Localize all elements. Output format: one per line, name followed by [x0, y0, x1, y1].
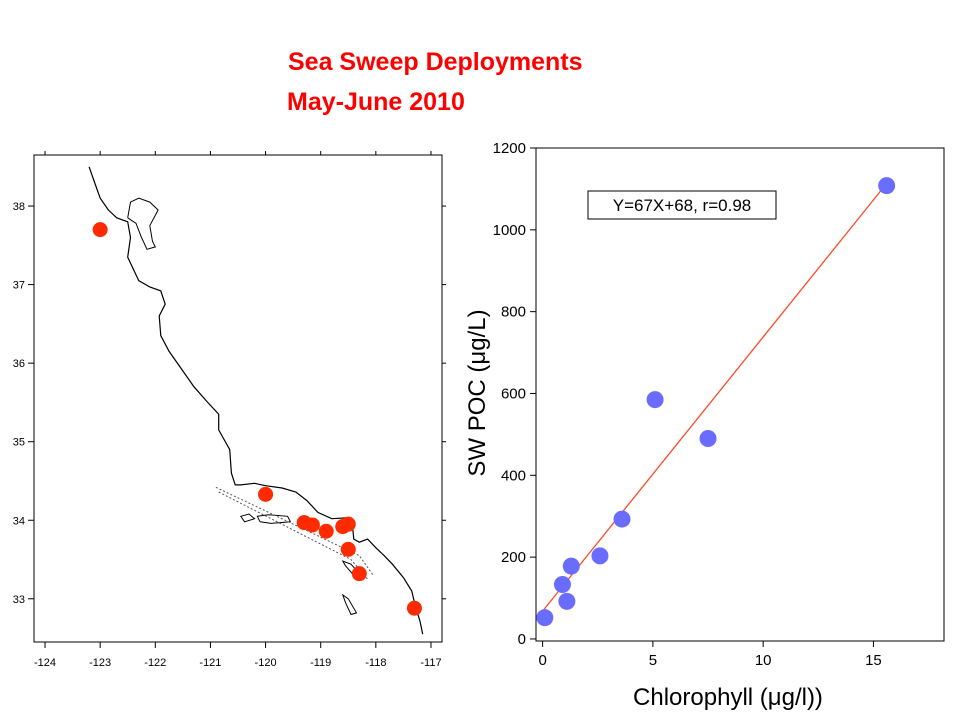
- scatter-x-tick-label: 15: [865, 652, 882, 669]
- map-x-tick-label: -121: [199, 657, 221, 669]
- scatter-y-axis-label: SW POC (μg/L): [464, 309, 491, 476]
- regression-line: [542, 183, 888, 612]
- scatter-x-tick-label: 0: [538, 652, 546, 669]
- map-y-tick-label: 35: [13, 437, 25, 449]
- scatter-point: [558, 592, 576, 610]
- deployment-point: [340, 516, 356, 532]
- chart-title-line2: May-June 2010: [287, 88, 465, 116]
- map-x-tick-label: -119: [310, 657, 331, 669]
- map-frame: [33, 154, 443, 643]
- sf-bay-outline: [127, 197, 159, 250]
- map-y-tick-label: 34: [13, 515, 25, 527]
- map-x-tick-label: -123: [89, 657, 111, 669]
- scatter-point: [553, 576, 571, 594]
- scatter-y-tick-label: 800: [501, 304, 526, 321]
- deployment-point: [258, 486, 274, 502]
- scatter-y-tick-label: 1000: [493, 222, 526, 239]
- scatter-y-tick-label: 400: [501, 467, 526, 484]
- scatter-frame: [535, 147, 945, 642]
- ship-track: [215, 486, 374, 576]
- scatter-point: [878, 177, 896, 195]
- scatter-x-tick-label: 5: [649, 652, 657, 669]
- scatter-point: [562, 557, 580, 575]
- scatter-y-tick-label: 200: [501, 549, 526, 566]
- map-x-tick-label: -124: [34, 657, 56, 669]
- deployment-point: [304, 517, 320, 533]
- scatter-y-tick-label: 1200: [493, 140, 526, 157]
- scatter-x-tick-label: 10: [755, 652, 772, 669]
- scatter-point: [646, 391, 664, 409]
- map-y-tick-label: 38: [13, 201, 25, 213]
- regression-annotation: Y=67X+68, r=0.98: [613, 196, 751, 215]
- map-x-tick-label: -122: [144, 657, 166, 669]
- regression-annotation-box: [587, 190, 777, 220]
- map-x-tick-label: -117: [420, 657, 441, 669]
- scatter-y-tick-label: 0: [518, 631, 526, 648]
- map-y-tick-label: 36: [13, 358, 25, 370]
- scatter-x-axis-label: Chlorophyll (μg/l)): [633, 684, 823, 711]
- deployment-point: [92, 222, 108, 238]
- scatter-point: [536, 609, 554, 627]
- scatter-point: [613, 510, 631, 528]
- map-x-tick-label: -118: [365, 657, 386, 669]
- map-y-tick-label: 33: [13, 594, 25, 606]
- map-x-tick-label: -120: [255, 657, 277, 669]
- scatter-point: [699, 429, 717, 447]
- coastline: [88, 166, 424, 635]
- scatter-y-tick-label: 600: [501, 385, 526, 402]
- island-outline: [239, 513, 256, 523]
- map-y-tick-label: 37: [13, 280, 25, 292]
- deployment-point: [318, 523, 334, 539]
- island-outline: [256, 514, 292, 524]
- deployment-point: [340, 541, 356, 557]
- chart-title-line1: Sea Sweep Deployments: [288, 48, 583, 76]
- deployment-point: [406, 600, 422, 616]
- island-outline: [341, 593, 358, 616]
- deployment-point: [351, 566, 367, 582]
- scatter-point: [591, 547, 609, 565]
